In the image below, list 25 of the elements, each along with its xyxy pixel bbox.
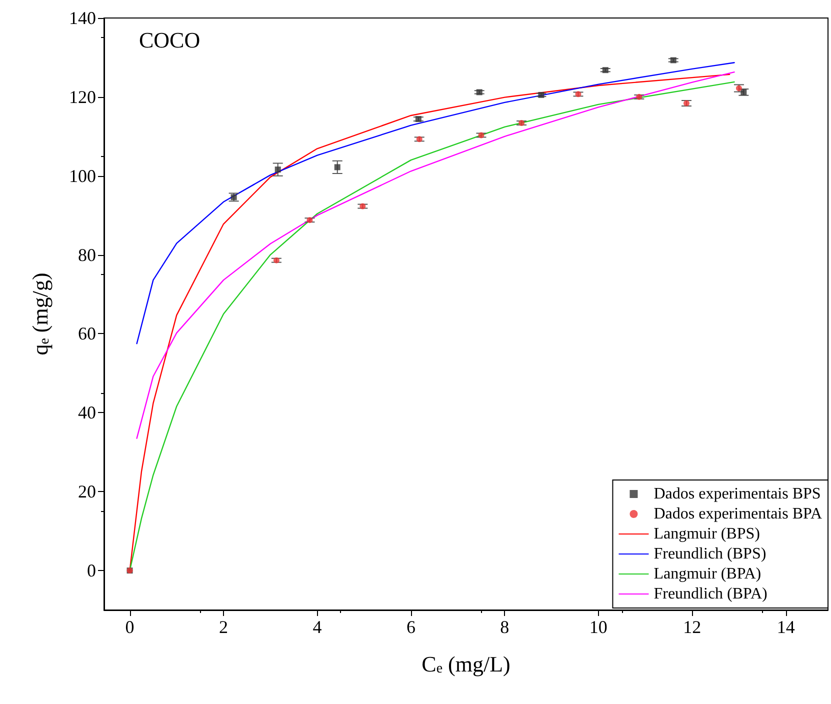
y-tick-label: 20 [78, 482, 96, 502]
x-tick-label: 12 [683, 617, 702, 637]
y-tick-label: 80 [78, 244, 96, 265]
legend-label: Freundlich (BPA) [654, 586, 768, 602]
legend-label: Freundlich (BPS) [654, 546, 766, 562]
y-tick-label: 120 [69, 86, 96, 107]
y-tick-label: 60 [78, 324, 96, 344]
x-tick-label: 10 [589, 617, 608, 637]
y-tick-label: 140 [69, 8, 96, 28]
x-axis-title: Ce (mg/L) [422, 652, 510, 676]
y-axis-title: qe (mg/g) [28, 272, 52, 356]
x-tick-label: 0 [125, 617, 134, 637]
legend-label: Dados experimentais BPA [654, 506, 822, 522]
y-tick-label: 40 [78, 402, 96, 423]
legend-label: Langmuir (BPA) [654, 566, 762, 582]
x-tick-label: 2 [218, 617, 228, 637]
x-tick-label: 8 [500, 617, 510, 637]
x-tick-label: 14 [776, 617, 795, 637]
legend-label: Dados experimentais BPS [654, 486, 821, 502]
y-tick-label: 0 [87, 560, 96, 581]
y-tick-label: 100 [69, 166, 96, 186]
legend-label: Langmuir (BPS) [654, 526, 760, 542]
x-tick-label: 6 [406, 617, 416, 637]
chart-title: COCO [139, 28, 200, 52]
x-tick-label: 4 [312, 617, 322, 637]
